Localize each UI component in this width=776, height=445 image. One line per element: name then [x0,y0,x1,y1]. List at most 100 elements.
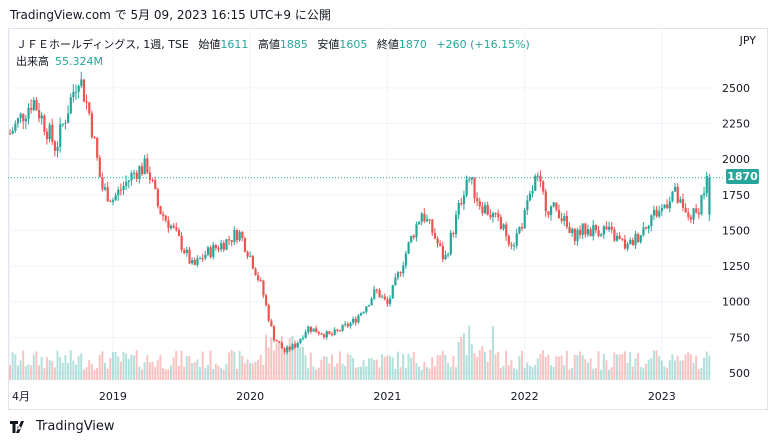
price-chart[interactable]: 500 750 1000 1250 1500 1750 2000 2250 2500 4月 201… [8,28,768,410]
volume-bar [528,365,531,380]
candle-body [513,245,516,247]
volume-bar [246,359,249,380]
candle-body [185,249,189,254]
candle-body [85,101,88,103]
candle-body [367,305,371,307]
volume-bar [238,351,241,380]
candle-body [59,124,62,147]
volume-bar [185,355,188,380]
volume-bar [309,352,312,380]
volume-bar [560,355,563,380]
volume-bar [470,344,473,380]
volume-bar [225,363,228,380]
volume-bar [618,354,621,380]
candle-body [272,326,276,341]
candle-body [22,113,25,122]
candle-body [692,208,695,220]
volume-bar [352,358,355,380]
candle-body [204,254,207,259]
candle-body [602,226,605,235]
price-tick-label: 1250 [722,260,750,273]
low-label: 安値 [317,38,340,51]
volume-bar [381,354,384,380]
volume-bar [549,365,552,380]
volume-bar [571,367,574,380]
candle-body [499,217,503,229]
volume-bar [151,361,154,380]
volume-bar [687,352,690,380]
high-value: 1885 [279,38,308,51]
candle-body [623,239,627,249]
volume-label: 出来高 [16,55,49,68]
volume-bar [315,369,318,380]
candle-body [539,175,542,182]
candle-body [275,340,278,342]
candle-body [193,260,196,265]
volume-bar [681,360,684,380]
volume-bar [433,366,436,380]
candle-body [45,131,49,140]
candle-body [687,212,690,218]
candle-body [280,342,284,349]
volume-bar [365,366,368,380]
volume-bar [359,366,362,380]
volume-bar [280,336,283,380]
volume-bar [454,367,457,380]
candle-body [228,239,231,241]
volume-bar [130,354,133,380]
volume-bar [420,369,423,380]
volume-bar [169,365,172,380]
candle-body [169,225,173,229]
price-tick-label: 750 [729,331,750,344]
volume-bar [183,366,186,380]
volume-bar [592,368,595,380]
volume-bar [423,361,426,380]
volume-bar [399,367,402,380]
volume-bar [457,341,460,380]
volume-bar [523,367,526,380]
candle-body [576,229,579,242]
candle-body [449,232,452,255]
candle-body [38,110,41,119]
candle-body [64,122,67,124]
price-tick-label: 1500 [722,224,750,237]
candle-body [568,226,571,233]
volume-bar [159,355,162,380]
candle-body [465,179,468,196]
volume-bar [11,352,14,380]
candle-body [708,177,711,215]
candle-body [317,332,320,334]
volume-bar [465,355,468,380]
candle-body [613,229,616,241]
candle-body [133,172,136,174]
candle-body [349,322,352,327]
volume-bar [581,355,584,380]
candle-body [291,344,294,350]
candle-body [581,223,584,235]
candle-body [626,243,629,249]
volume-bar [101,351,104,380]
volume-bar [209,350,212,380]
candle-body [56,146,59,151]
volume-bar [241,355,244,380]
candle-body [288,346,291,350]
volume-bar [199,367,202,380]
candle-body [618,235,621,239]
candle-body [431,219,434,233]
candle-body [109,201,112,203]
candle-body [241,231,244,238]
volume-bar [695,355,698,380]
candle-body [154,180,157,190]
volume-bar [312,366,315,380]
candle-body [172,225,175,228]
volume-bar [51,361,54,380]
volume-bar [502,366,505,380]
candle-body [259,280,262,282]
candle-body [122,185,125,190]
candle-body [383,296,386,300]
volume-bar [634,358,637,380]
candle-body [127,180,130,182]
candle-body [183,249,186,254]
volume-bar [396,351,399,380]
volume-bar [623,351,626,380]
